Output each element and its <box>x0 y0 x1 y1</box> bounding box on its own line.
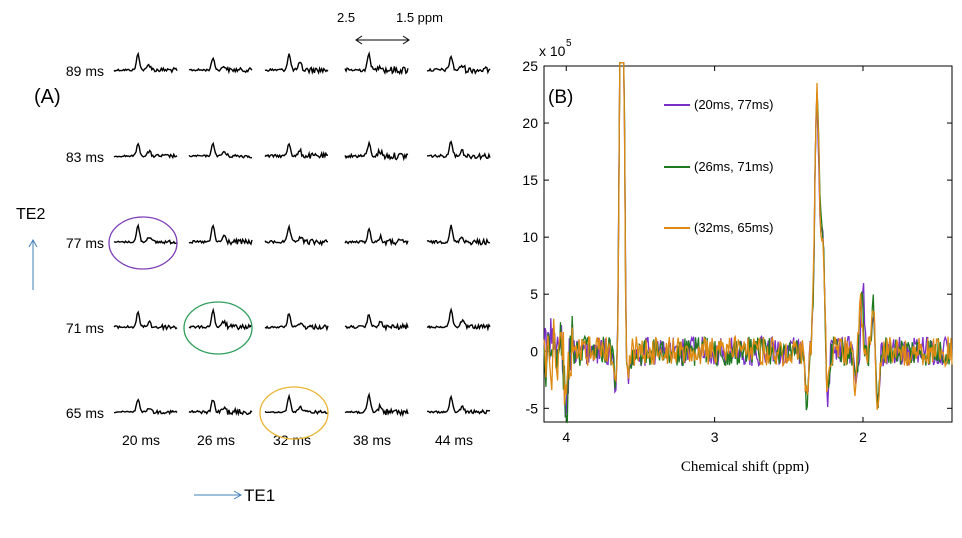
spectrum-trace <box>426 224 491 246</box>
panel-b-label: (B) <box>548 87 573 108</box>
series-line <box>543 61 953 410</box>
spectrum-trace <box>188 307 253 331</box>
spectrum-trace <box>113 142 178 160</box>
y-tick-label: -5 <box>526 400 539 416</box>
spectrum-trace <box>188 141 252 159</box>
te2-row-label: 71 ms <box>66 320 104 336</box>
panel-a-label: (A) <box>34 86 61 108</box>
spectrum-trace <box>264 312 329 332</box>
ppm-right-label: 1.5 ppm <box>396 10 443 25</box>
ppm-left-label: 2.5 <box>337 10 355 25</box>
spectrum-trace <box>113 310 178 332</box>
spectrum-trace <box>188 223 253 246</box>
spectrum-trace <box>113 223 178 245</box>
legend-entry: (26ms, 71ms) <box>694 159 773 174</box>
spectrum-trace <box>426 307 491 332</box>
spectrum-trace <box>113 398 178 416</box>
spectrum-trace <box>113 51 178 74</box>
spectrum-trace <box>264 223 329 247</box>
spectrum-trace <box>264 393 329 415</box>
x-tick-label: 3 <box>711 429 719 445</box>
te2-arrow <box>28 238 38 290</box>
y-tick-label: 25 <box>522 58 538 74</box>
te1-col-label: 44 ms <box>435 432 473 448</box>
legend-entry: (20ms, 77ms) <box>694 97 773 112</box>
te1-col-label: 26 ms <box>197 432 235 448</box>
x-axis-label: Chemical shift (ppm) <box>681 459 809 475</box>
spectrum-trace <box>188 399 253 417</box>
te2-row-label: 77 ms <box>66 235 104 251</box>
te1-col-label: 32 ms <box>273 432 311 448</box>
y-scale-exponent: 5 <box>566 38 572 49</box>
y-tick-label: 20 <box>522 115 538 131</box>
spectrum-trace <box>344 50 409 76</box>
te1-axis-label: TE1 <box>244 486 275 505</box>
spectrum-trace <box>344 313 409 332</box>
spectrum-trace <box>344 226 409 247</box>
te1-arrow <box>194 490 243 500</box>
y-scale-label: x 10 <box>539 43 566 59</box>
y-tick-label: 15 <box>522 172 538 188</box>
y-tick-label: 0 <box>530 343 538 359</box>
legend-entry: (32ms, 65ms) <box>694 220 773 235</box>
spectrum-trace <box>264 142 329 159</box>
te2-row-label: 89 ms <box>66 63 104 79</box>
te2-axis-label: TE2 <box>16 206 45 223</box>
te2-row-label: 83 ms <box>66 149 104 165</box>
y-tick-label: 10 <box>522 229 538 245</box>
panel-b: x 10 5 (B) -5 0 5 10 15 20 25 4 3 2 (20ms, 77ms) (… <box>522 38 953 475</box>
x-tick-label: 4 <box>562 429 570 445</box>
highlight-ellipse <box>108 216 178 270</box>
ppm-range-arrow <box>355 35 410 45</box>
spectrum-trace <box>344 140 409 162</box>
spectrum-trace <box>188 56 253 75</box>
highlight-ellipse <box>259 386 329 440</box>
spectrum-trace <box>344 392 409 418</box>
spectrum-trace <box>264 53 329 75</box>
y-tick-label: 5 <box>530 286 538 302</box>
plot-b-frame <box>543 65 953 423</box>
te1-col-label: 20 ms <box>122 432 160 448</box>
spectrum-trace <box>426 54 491 75</box>
spectrum-trace <box>426 394 490 415</box>
te1-col-label: 38 ms <box>353 432 391 448</box>
highlight-ellipse <box>183 301 253 355</box>
te2-row-label: 65 ms <box>66 405 104 421</box>
panel-a: (A) 2.5 1.5 ppm 89 ms 83 ms 77 ms 71 ms 65 m… <box>16 10 491 505</box>
spectrum-trace <box>427 140 491 161</box>
x-tick-label: 2 <box>859 429 867 445</box>
